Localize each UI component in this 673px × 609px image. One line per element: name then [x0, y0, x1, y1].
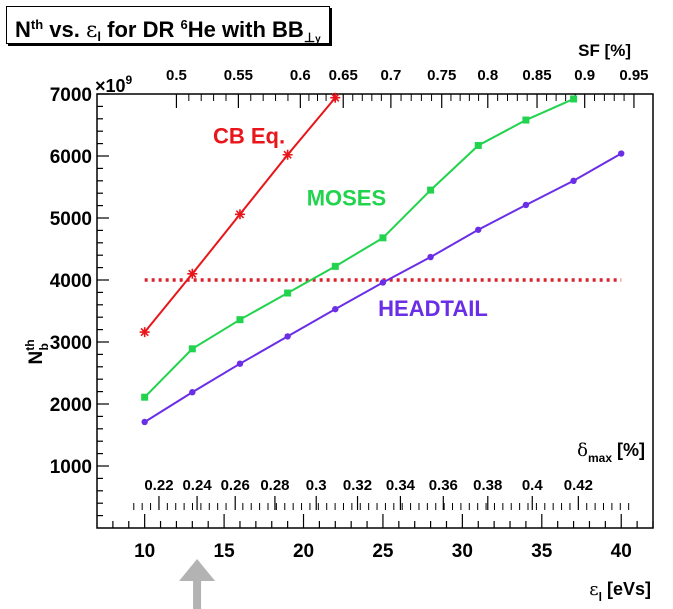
data-point — [141, 393, 149, 401]
delta-tick-label: 0.3 — [306, 477, 327, 494]
plot-frame — [96, 93, 654, 529]
x-tick-label: 35 — [531, 541, 553, 562]
data-point — [474, 141, 482, 149]
sf-tick-label: 0.7 — [380, 67, 401, 84]
sf-tick-label: 0.6 — [290, 67, 311, 84]
delta-tick-label: 0.22 — [144, 477, 173, 494]
delta-tick-label: 0.28 — [260, 477, 289, 494]
series-label: HEADTAIL — [378, 296, 488, 321]
data-point — [236, 316, 244, 324]
y-axis-label: Nthb — [23, 339, 51, 364]
data-point — [236, 360, 244, 367]
x-axis-label: εl [eVs] — [589, 579, 651, 604]
data-point — [282, 149, 293, 160]
y-tick-label: 3000 — [50, 333, 92, 354]
sf-tick-label: 0.95 — [619, 67, 648, 84]
data-point — [330, 92, 341, 103]
data-point — [141, 418, 148, 426]
data-point — [618, 150, 625, 157]
delta-tick-label: 0.42 — [564, 477, 593, 494]
delta-tick-label: 0.36 — [429, 477, 458, 494]
sf-tick-label: 0.55 — [224, 67, 253, 84]
delta-tick-label: 0.34 — [386, 477, 416, 494]
data-point — [187, 268, 198, 279]
arrow-marker — [179, 559, 216, 609]
y-tick-label: 6000 — [50, 147, 92, 168]
sf-tick-label: 0.8 — [477, 67, 498, 84]
data-point — [284, 289, 292, 297]
data-point — [427, 186, 435, 194]
data-point — [522, 116, 530, 124]
sf-tick-label: 0.9 — [574, 67, 595, 84]
data-point — [522, 201, 530, 209]
sf-tick-label: 0.75 — [427, 67, 456, 84]
delta-tick-label: 0.38 — [473, 477, 502, 494]
sf-tick-label: 0.65 — [329, 67, 358, 84]
delta-tick-label: 0.4 — [522, 477, 544, 494]
data-point — [570, 95, 578, 103]
y-tick-label: 4000 — [50, 271, 92, 292]
series-line — [143, 98, 574, 398]
data-point — [379, 234, 387, 242]
sf-tick-label: 0.5 — [166, 67, 187, 84]
delta-tick-label: 0.26 — [221, 477, 250, 494]
data-point — [189, 389, 196, 396]
data-point — [427, 253, 434, 261]
sf-axis-label: SF [%] — [578, 41, 631, 60]
x-tick-label: 20 — [293, 541, 314, 562]
y-tick-label: 5000 — [50, 209, 92, 230]
data-point — [234, 209, 245, 220]
chart-title: Nth vs. εl for DR 6He with BB⊥y — [6, 6, 330, 45]
data-point — [332, 305, 339, 313]
x-tick-label: 15 — [214, 541, 236, 562]
series-label: MOSES — [307, 186, 386, 211]
x-tick-label: 30 — [452, 541, 473, 562]
x-tick-label: 40 — [611, 541, 632, 562]
data-point — [139, 327, 150, 338]
delta-tick-label: 0.24 — [182, 477, 212, 494]
data-point — [284, 333, 291, 340]
y-tick-label: 7000 — [50, 85, 92, 106]
x-tick-label: 25 — [372, 541, 394, 562]
y-tick-label: 2000 — [50, 395, 92, 416]
y-multiplier: ×109 — [95, 73, 133, 96]
data-point — [188, 345, 196, 353]
y-tick-label: 1000 — [50, 457, 92, 478]
series-label: CB Eq. — [213, 124, 285, 149]
data-point — [331, 262, 339, 270]
data-point — [570, 177, 577, 184]
delta-tick-label: 0.32 — [343, 477, 372, 494]
x-tick-label: 10 — [134, 541, 155, 562]
sf-tick-label: 0.85 — [522, 67, 551, 84]
data-point — [475, 226, 482, 233]
data-point — [379, 279, 387, 286]
delta-axis-label: δmax [%] — [577, 440, 645, 465]
